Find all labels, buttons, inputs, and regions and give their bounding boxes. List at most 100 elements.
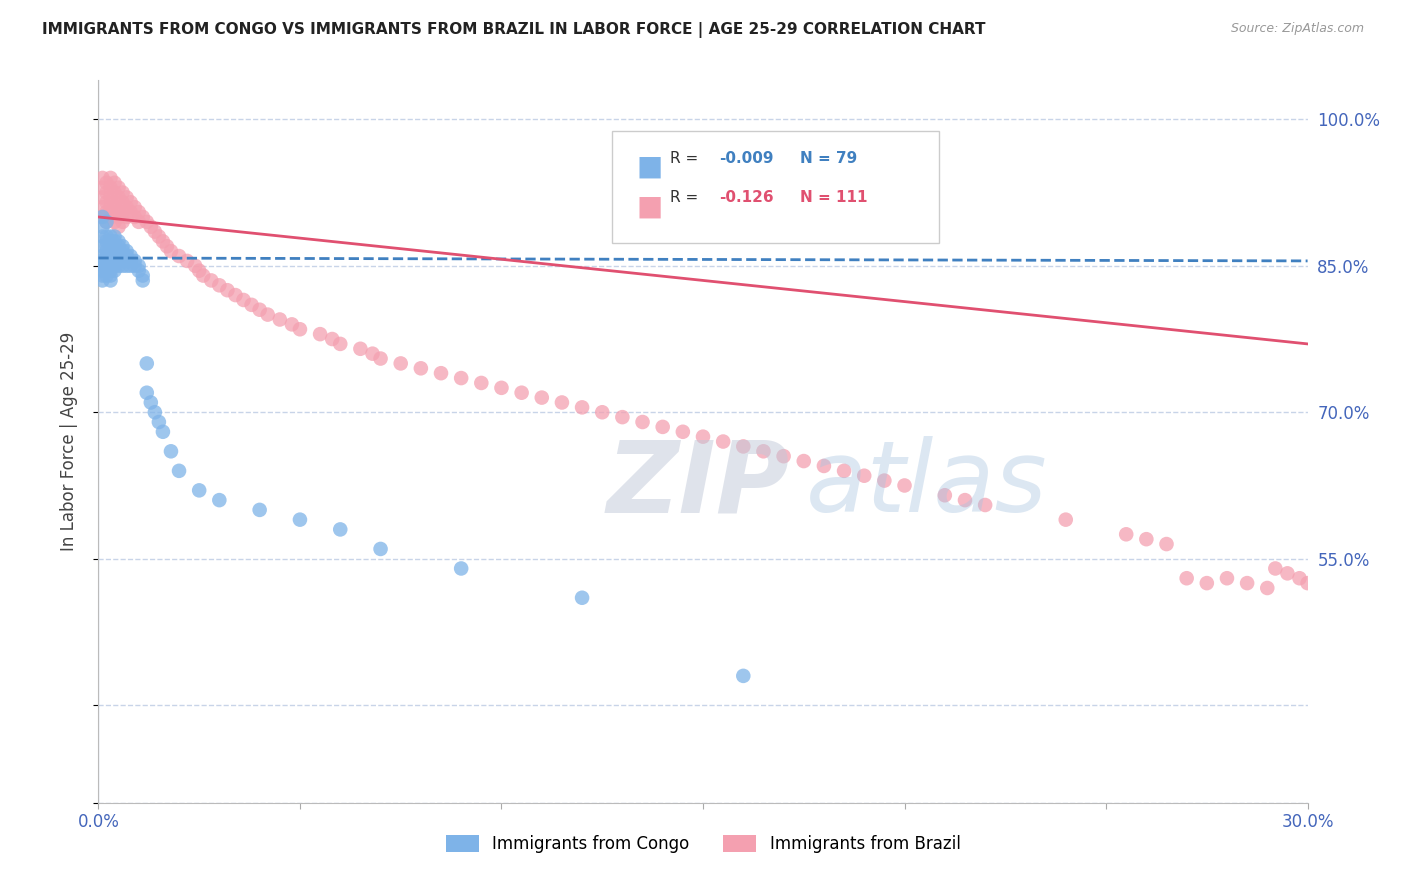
Point [772, 449, 794, 463]
Point [107, 254, 129, 268]
Point [107, 239, 129, 253]
Point [115, 249, 138, 263]
Point [752, 444, 775, 458]
Point [100, 180, 122, 194]
Point [96, 239, 118, 253]
Point [103, 254, 125, 268]
Point [148, 229, 170, 244]
Point [100, 239, 122, 253]
FancyBboxPatch shape [613, 131, 939, 243]
Point [591, 405, 613, 419]
Point [813, 458, 835, 473]
Point [188, 483, 211, 498]
Point [96, 186, 118, 200]
Point [91, 180, 114, 194]
Point [100, 259, 122, 273]
Point [103, 249, 125, 263]
Point [135, 215, 157, 229]
Text: ■: ■ [637, 153, 662, 180]
Point [96, 249, 118, 263]
Point [96, 259, 118, 273]
Point [107, 180, 129, 194]
Point [156, 239, 179, 253]
Point [389, 356, 412, 370]
Point [873, 474, 896, 488]
Point [143, 225, 166, 239]
Point [832, 464, 855, 478]
Point [1305, 327, 1327, 342]
Point [1256, 581, 1278, 595]
Point [139, 395, 162, 409]
Point [100, 235, 122, 249]
Text: N = 111: N = 111 [800, 190, 868, 205]
Point [370, 541, 392, 556]
Point [115, 210, 138, 224]
Point [100, 254, 122, 268]
Point [107, 219, 129, 234]
Point [491, 381, 513, 395]
Point [692, 430, 714, 444]
Point [329, 523, 352, 537]
Text: ZIP: ZIP [606, 436, 789, 533]
Point [100, 273, 122, 287]
Text: ■: ■ [637, 193, 662, 220]
Point [1054, 513, 1077, 527]
Point [269, 312, 291, 326]
Point [91, 254, 114, 268]
Point [91, 229, 114, 244]
Text: -0.009: -0.009 [718, 151, 773, 166]
Point [349, 342, 371, 356]
Point [193, 268, 215, 283]
Point [107, 235, 129, 249]
Point [107, 210, 129, 224]
Point [91, 273, 114, 287]
Point [288, 322, 311, 336]
Point [111, 205, 134, 219]
Point [111, 195, 134, 210]
Point [96, 176, 118, 190]
Point [91, 259, 114, 273]
Point [103, 215, 125, 229]
Point [224, 288, 246, 302]
Point [232, 293, 254, 307]
Point [631, 415, 654, 429]
Point [91, 210, 114, 224]
Point [115, 190, 138, 204]
Point [361, 346, 384, 360]
Point [103, 205, 125, 219]
Point [176, 254, 198, 268]
Point [733, 439, 755, 453]
Point [111, 239, 134, 253]
Point [111, 186, 134, 200]
Point [124, 259, 146, 273]
Point [217, 283, 239, 297]
Point [120, 205, 142, 219]
Point [612, 410, 634, 425]
Text: Source: ZipAtlas.com: Source: ZipAtlas.com [1230, 22, 1364, 36]
Point [672, 425, 695, 439]
Point [167, 249, 190, 263]
Point [111, 249, 134, 263]
Point [100, 210, 122, 224]
Point [139, 219, 162, 234]
Point [96, 263, 118, 277]
Point [200, 273, 222, 287]
Point [91, 190, 114, 204]
Point [111, 254, 134, 268]
Point [103, 235, 125, 249]
Point [96, 268, 118, 283]
Text: R =: R = [671, 151, 703, 166]
Point [96, 195, 118, 210]
Point [103, 244, 125, 259]
Point [152, 425, 174, 439]
Point [103, 186, 125, 200]
Point [430, 366, 453, 380]
Point [974, 498, 997, 512]
Point [309, 327, 332, 342]
Point [240, 298, 263, 312]
Point [281, 318, 304, 332]
Point [470, 376, 492, 390]
Point [551, 395, 574, 409]
Point [107, 249, 129, 263]
Point [96, 235, 118, 249]
